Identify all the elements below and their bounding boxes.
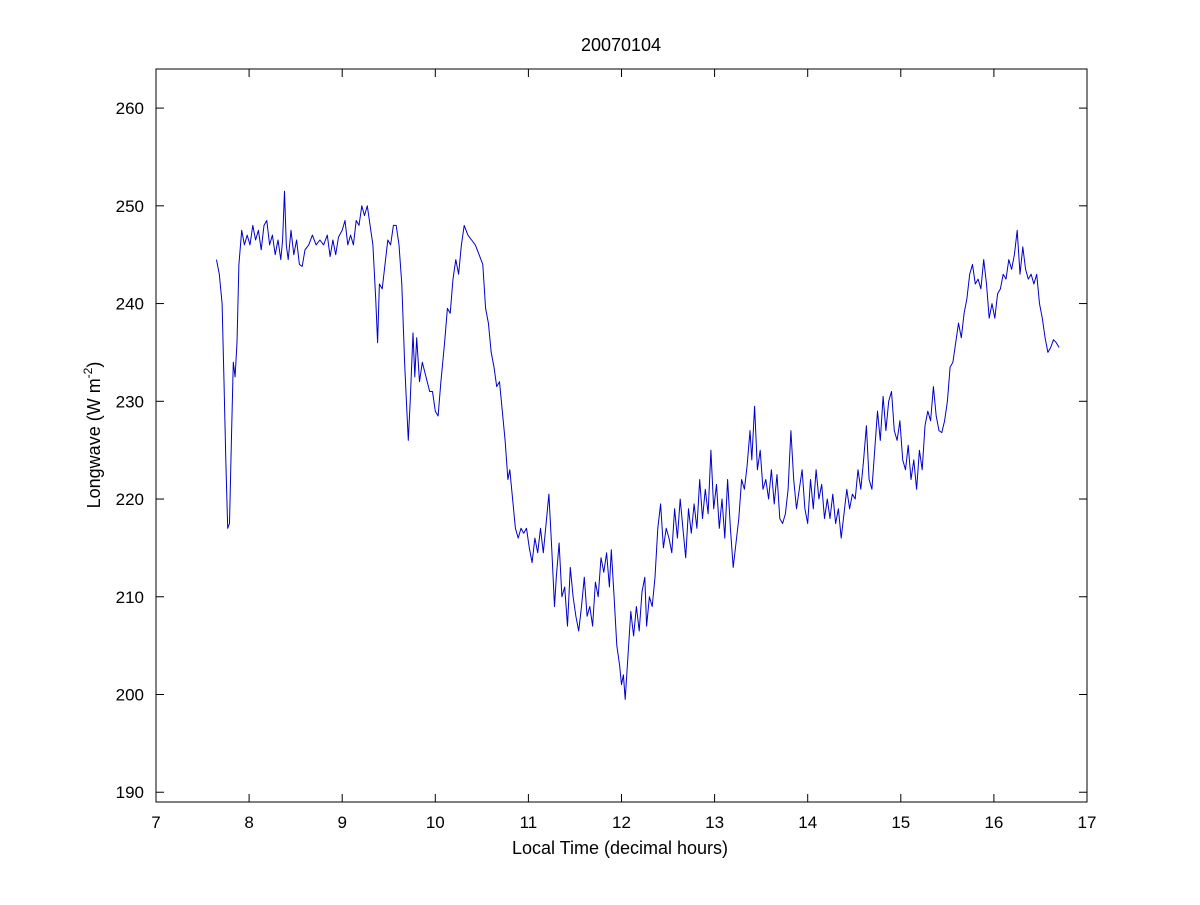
x-tick-label: 15 <box>891 813 910 832</box>
x-axis-ticks: 7 8 9 10 11 12 13 14 15 16 17 <box>151 69 1096 832</box>
y-tick-label: 190 <box>116 783 144 802</box>
y-axis-title-main: Longwave (W m <box>84 378 104 508</box>
x-tick-label: 16 <box>984 813 1003 832</box>
x-tick-label: 8 <box>244 813 253 832</box>
x-tick-label: 14 <box>798 813 817 832</box>
y-axis-title-exponent: -2 <box>81 367 95 378</box>
y-tick-label: 220 <box>116 490 144 509</box>
y-axis-ticks: 190 200 210 220 230 240 250 260 <box>116 99 1087 802</box>
chart-title: 20070104 <box>581 35 661 55</box>
series-layer <box>216 190 1060 700</box>
axes-frame <box>155 68 1088 803</box>
x-axis-title: Local Time (decimal hours) <box>512 838 728 858</box>
x-tick-label: 7 <box>151 813 160 832</box>
y-tick-label: 200 <box>116 685 144 704</box>
x-tick-label: 17 <box>1078 813 1097 832</box>
x-tick-label: 11 <box>520 813 538 832</box>
y-tick-label: 230 <box>116 392 144 411</box>
y-tick-label: 210 <box>116 588 144 607</box>
y-tick-label: 260 <box>116 99 144 118</box>
x-tick-label: 12 <box>612 813 631 832</box>
y-axis-title-close: ) <box>84 362 104 368</box>
longwave-series-line <box>216 190 1060 700</box>
x-tick-label: 9 <box>337 813 346 832</box>
y-tick-label: 250 <box>116 197 144 216</box>
y-axis-title: Longwave (W m-2) <box>81 362 104 509</box>
x-tick-label: 10 <box>426 813 445 832</box>
x-tick-label: 13 <box>705 813 724 832</box>
y-tick-label: 240 <box>116 295 144 314</box>
